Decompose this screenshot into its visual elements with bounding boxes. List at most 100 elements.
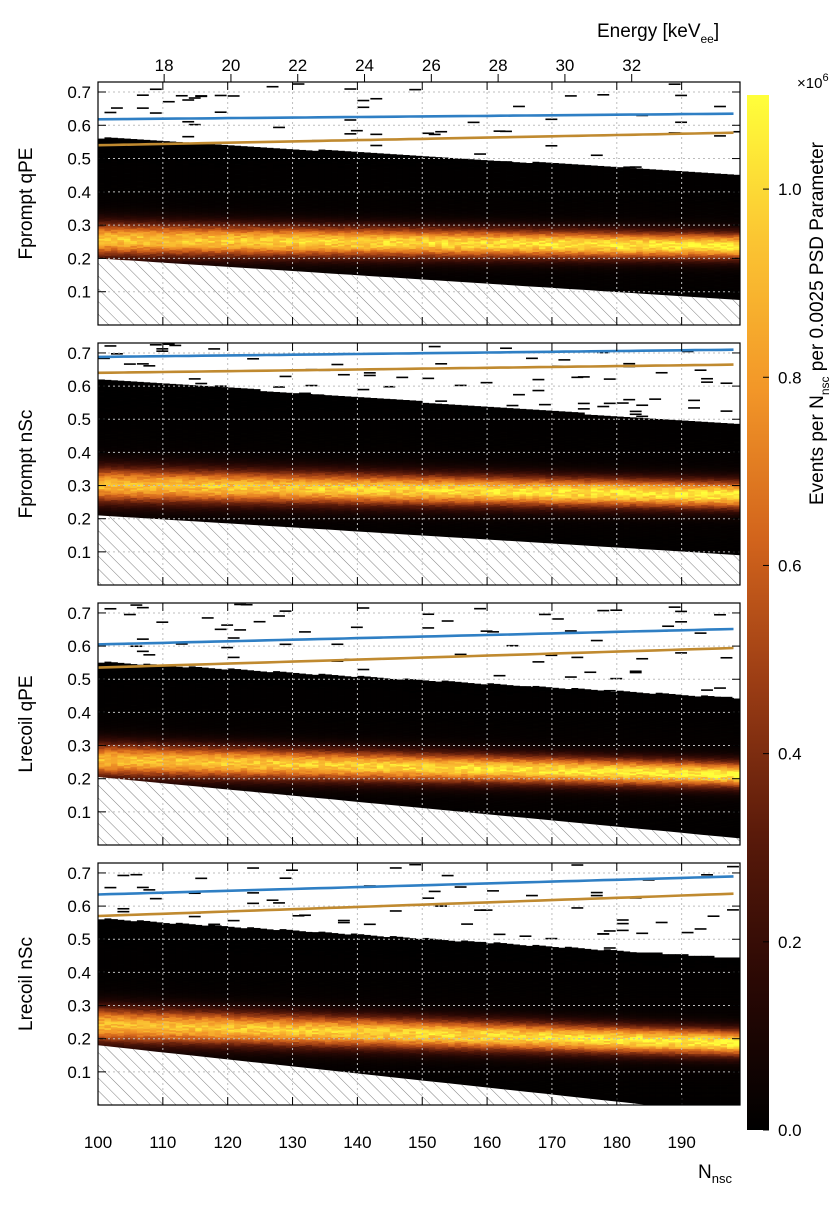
heatmap-cell — [279, 265, 287, 268]
heatmap-cell — [337, 169, 345, 172]
heatmap-cell — [396, 237, 404, 240]
heatmap-cell — [324, 173, 332, 176]
heatmap-cell — [474, 181, 481, 184]
heatmap-cell — [169, 179, 177, 182]
heatmap-cell — [234, 172, 242, 175]
heatmap-cell — [162, 217, 170, 220]
heatmap-cell — [376, 219, 384, 222]
heatmap-cell — [98, 241, 105, 244]
heatmap-cell — [461, 265, 469, 268]
sparse-event — [500, 130, 512, 133]
sparse-event — [344, 119, 357, 121]
heatmap-cell — [324, 191, 332, 194]
heatmap-cell — [98, 171, 105, 174]
heatmap-cell — [130, 258, 138, 261]
heatmap-cell — [376, 249, 384, 252]
heatmap-cell — [513, 178, 520, 181]
heatmap-cell — [480, 166, 488, 169]
heatmap-cell — [331, 231, 339, 235]
heatmap-cell — [260, 179, 267, 182]
heatmap-cell — [136, 166, 144, 169]
heatmap-cell — [480, 213, 488, 216]
heatmap-cell — [227, 161, 235, 165]
heatmap-cell — [383, 175, 391, 178]
heatmap-cell — [350, 176, 358, 179]
heatmap-cell — [175, 190, 183, 193]
heatmap-cell — [461, 280, 469, 283]
heatmap-cell — [500, 226, 507, 229]
heatmap-cell — [117, 149, 125, 152]
heatmap-cell — [169, 213, 177, 216]
heatmap-cell — [357, 218, 365, 221]
heatmap-cell — [448, 224, 456, 227]
heatmap-cell — [454, 253, 462, 256]
heatmap-cell — [156, 210, 164, 213]
heatmap-cell — [253, 266, 261, 269]
heatmap-cell — [312, 270, 319, 273]
heatmap-cell — [506, 278, 514, 281]
heatmap-cell — [337, 250, 345, 253]
heatmap-cell — [110, 252, 118, 255]
heatmap-cell — [143, 163, 151, 166]
heatmap-cell — [266, 177, 274, 180]
heatmap-cell — [266, 207, 274, 210]
heatmap-cell — [402, 158, 410, 161]
heatmap-cell — [266, 236, 274, 239]
heatmap-cell — [337, 205, 345, 208]
heatmap-cell — [467, 169, 475, 172]
heatmap-cell — [117, 203, 125, 206]
heatmap-cell — [279, 201, 287, 205]
heatmap-cell — [104, 197, 112, 200]
heatmap-cell — [350, 224, 358, 227]
heatmap-cell — [493, 180, 501, 183]
heatmap-cell — [221, 239, 229, 242]
heatmap-cell — [130, 253, 138, 256]
heatmap-cell — [299, 179, 306, 182]
heatmap-cell — [266, 164, 274, 167]
heatmap-cell — [266, 251, 274, 254]
heatmap-cell — [130, 210, 138, 213]
heatmap-cell — [448, 272, 456, 275]
heatmap-cell — [279, 173, 287, 176]
heatmap-cell — [363, 220, 371, 223]
heatmap-cell — [98, 188, 105, 191]
heatmap-cell — [493, 229, 501, 232]
heatmap-cell — [253, 255, 261, 258]
heatmap-cell — [415, 159, 423, 162]
heatmap-cell — [123, 191, 131, 194]
heatmap-cell — [435, 250, 443, 253]
heatmap-cell — [344, 214, 352, 217]
heatmap-cell — [123, 256, 131, 259]
heatmap-cell — [286, 150, 293, 153]
heatmap-cell — [363, 229, 371, 232]
heatmap-cell — [467, 207, 475, 210]
heatmap-cell — [526, 226, 533, 229]
heatmap-cell — [396, 172, 404, 175]
heatmap-cell — [253, 261, 261, 264]
heatmap-cell — [149, 153, 157, 156]
heatmap-cell — [175, 170, 183, 173]
heatmap-cell — [467, 272, 475, 275]
heatmap-cell — [130, 225, 138, 228]
sparse-event — [110, 107, 123, 109]
heatmap-cell — [519, 182, 527, 185]
heatmap-cell — [441, 194, 449, 197]
heatmap-cell — [162, 260, 170, 264]
heatmap-cell — [454, 196, 462, 199]
heatmap-cell — [422, 191, 430, 194]
heatmap-cell — [162, 212, 170, 215]
heatmap-cell — [428, 221, 436, 224]
heatmap-cell — [123, 243, 131, 246]
heatmap-cell — [279, 180, 287, 183]
heatmap-cell — [493, 219, 501, 222]
heatmap-cell — [227, 185, 235, 188]
heatmap-cell — [376, 176, 384, 179]
heatmap-cell — [428, 201, 436, 204]
heatmap-cell — [221, 206, 229, 209]
heatmap-cell — [162, 250, 170, 254]
heatmap-cell — [156, 149, 164, 152]
sparse-event — [370, 97, 383, 100]
heatmap-cell — [156, 170, 164, 173]
heatmap-cell — [357, 256, 365, 259]
heatmap-cell — [493, 269, 501, 272]
